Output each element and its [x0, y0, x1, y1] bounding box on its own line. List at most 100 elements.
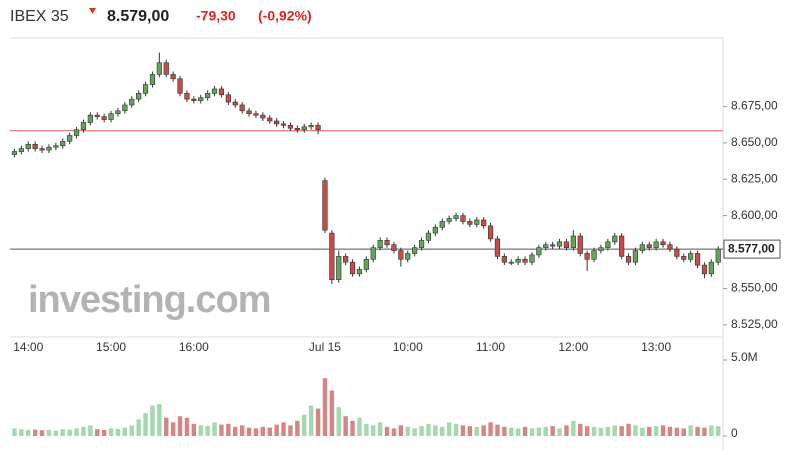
candle-body [343, 256, 349, 263]
candle-body [274, 120, 280, 125]
volume-bar [716, 426, 721, 436]
volume-bar [32, 429, 38, 436]
volume-bar [405, 426, 410, 436]
volume-bar [647, 426, 652, 436]
candle-body [142, 84, 149, 94]
volume-bar [343, 416, 348, 436]
y-tick-label: 8.675,00 [731, 99, 778, 113]
volume-bar [419, 426, 424, 436]
candle-body [225, 94, 231, 103]
candle-body [405, 253, 411, 260]
candle-body [494, 238, 501, 257]
candle-body [563, 241, 570, 248]
candle-body [688, 253, 694, 260]
candle-body [522, 258, 528, 263]
candle-body [218, 88, 225, 96]
candle-body [308, 125, 314, 128]
candle-body [287, 125, 294, 129]
candle-body [108, 113, 114, 120]
candle-body [60, 141, 66, 147]
volume-bar [219, 424, 224, 436]
candle-body [570, 235, 576, 248]
volume-bar [688, 425, 693, 436]
volume-bar [226, 423, 231, 436]
candle-body [674, 248, 680, 257]
candle-body [294, 127, 300, 131]
volume-bar [81, 426, 86, 436]
candle-body [667, 244, 673, 250]
volume-bar [53, 430, 59, 436]
volume-bar [502, 426, 507, 436]
volume-bar [177, 416, 183, 436]
candle-body [536, 247, 542, 256]
volume-bar [288, 425, 293, 436]
candle-body [625, 256, 632, 263]
volume-bar [474, 426, 479, 436]
x-tick-label: 13:00 [641, 340, 671, 354]
candle-body [619, 235, 625, 257]
candle-body [25, 143, 31, 149]
volume-bar [12, 428, 17, 436]
candle-body [398, 250, 404, 260]
candle-body [543, 244, 549, 248]
candle-body [653, 241, 659, 248]
volume-bar [39, 430, 45, 436]
x-tick-label: 10:00 [393, 340, 423, 354]
candle-body [646, 244, 652, 248]
candle-body [149, 74, 156, 85]
volume-bar [295, 420, 300, 436]
volume-bar [446, 422, 452, 436]
volume-bar [584, 426, 590, 436]
candle-body [170, 74, 176, 80]
volume-bar [571, 420, 576, 436]
candle-body [336, 256, 342, 280]
candle-body [660, 241, 666, 246]
volume-bar [598, 427, 604, 436]
candle-body [253, 113, 259, 116]
candle-body [260, 114, 266, 119]
volume-bar [412, 428, 417, 436]
volume-bar [336, 407, 341, 436]
volume-bar [157, 404, 162, 436]
x-tick-label: Jul 15 [309, 340, 341, 354]
volume-bar [453, 423, 459, 436]
candle-body [315, 125, 321, 131]
candle-body [508, 261, 514, 264]
candle-body [377, 240, 383, 248]
volume-bar [184, 417, 190, 436]
candle-body [191, 98, 197, 101]
volume-bar [377, 422, 383, 436]
volume-bar [115, 428, 121, 436]
volume-bar [440, 426, 445, 436]
candle-body [577, 235, 583, 254]
volume-bar [302, 414, 307, 436]
volume-bar [674, 427, 680, 436]
volume-bar [529, 428, 535, 436]
candle-body [370, 247, 376, 260]
candle-body [39, 148, 45, 151]
candle-body [605, 241, 611, 248]
candle-body [391, 244, 397, 251]
candle-body [550, 244, 556, 247]
candle-body [136, 93, 142, 100]
volume-bar [460, 425, 466, 436]
candle-body [32, 143, 38, 149]
candle-body [432, 226, 438, 234]
volume-bar [136, 419, 141, 436]
volume-bar [433, 425, 438, 436]
volume-bar [640, 427, 645, 436]
volume-bar [198, 425, 203, 436]
volume-bar [26, 429, 31, 436]
candle-body [591, 250, 597, 260]
candle-body [163, 62, 169, 75]
volume-bar [95, 429, 100, 436]
volume-bar [557, 428, 562, 436]
candle-body [701, 264, 708, 275]
down-arrow [89, 8, 96, 14]
volume-bar [205, 426, 210, 436]
candle-body [18, 148, 24, 152]
volume-bar [350, 420, 355, 436]
volume-bar [481, 425, 486, 436]
candle-body [584, 253, 590, 260]
